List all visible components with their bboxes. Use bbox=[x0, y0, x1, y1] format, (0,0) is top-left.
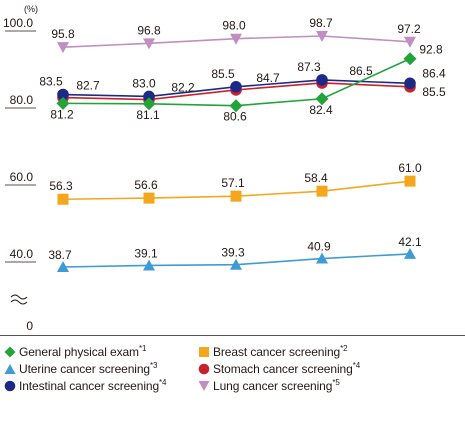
legend-item-intestinal-cancer-screening: Intestinal cancer screening*4 bbox=[4, 377, 167, 395]
diamond-marker-icon bbox=[4, 346, 16, 358]
data-point-diamond bbox=[142, 97, 156, 111]
legend-label: Intestinal cancer screening*4 bbox=[19, 378, 167, 394]
legend-label: Stomach cancer screening*4 bbox=[213, 361, 361, 377]
legend-item-stomach-cancer-screening: Stomach cancer screening*4 bbox=[198, 360, 360, 378]
series-layer bbox=[56, 31, 417, 273]
data-label: 82.4 bbox=[309, 103, 333, 117]
data-label: 56.6 bbox=[134, 178, 158, 192]
legend-label: General physical exam*1 bbox=[19, 344, 147, 360]
legend-item-uterine-cancer-screening: Uterine cancer screening*3 bbox=[4, 360, 157, 378]
data-label: 81.1 bbox=[136, 108, 160, 122]
data-point-circle bbox=[230, 81, 242, 93]
data-point-circle bbox=[143, 90, 155, 103]
data-label: 83.5 bbox=[39, 75, 63, 89]
data-point-triangle-down bbox=[230, 33, 242, 45]
data-labels: 56.3 56.6 57.1 58.4 61.0 38.7 39.1 39.3 40.9 42.1… bbox=[39, 16, 446, 262]
data-point-triangle-up bbox=[404, 247, 416, 259]
data-label: 87.3 bbox=[297, 60, 321, 74]
triangle-down-marker-icon bbox=[198, 381, 210, 391]
data-point-square bbox=[143, 192, 155, 204]
circle-marker-icon bbox=[198, 363, 210, 375]
data-label: 82.7 bbox=[76, 79, 100, 93]
data-labels-stomach-cancer-screening: 82.7 82.2 84.7 86.5 85.5 bbox=[76, 64, 446, 99]
data-point-square bbox=[57, 193, 69, 205]
data-label: 96.8 bbox=[137, 23, 161, 37]
y-unit-label: (%) bbox=[24, 4, 38, 14]
data-label: 97.2 bbox=[397, 22, 421, 36]
data-point-circle bbox=[404, 77, 416, 90]
data-label: 98.7 bbox=[309, 16, 333, 30]
chart-axes: 100.080.060.040.00(%)2019202020212022202… bbox=[0, 4, 465, 336]
legend-label: Lung cancer screening*5 bbox=[213, 378, 340, 394]
data-label: 39.3 bbox=[221, 246, 245, 260]
data-label: 85.5 bbox=[422, 85, 446, 99]
data-point-square bbox=[404, 175, 416, 187]
data-point-square bbox=[230, 190, 242, 202]
series-breast-cancer-screening bbox=[57, 175, 416, 205]
data-label: 40.9 bbox=[307, 240, 331, 254]
data-point-triangle-down bbox=[143, 38, 155, 50]
axis-break-icon bbox=[10, 294, 28, 305]
data-labels-uterine-cancer-screening: 38.7 39.1 39.3 40.9 42.1 bbox=[48, 235, 422, 262]
data-labels-intestinal-cancer-screening: 83.5 83.0 85.5 87.3 86.4 bbox=[39, 60, 446, 91]
data-label: 39.1 bbox=[134, 246, 158, 260]
data-label: 56.3 bbox=[49, 179, 73, 193]
y-tick-label: 40.0 bbox=[10, 247, 34, 261]
data-label: 98.0 bbox=[222, 19, 246, 33]
data-label: 38.7 bbox=[48, 248, 72, 262]
data-point-triangle-down bbox=[316, 31, 328, 43]
triangle-up-marker-icon bbox=[4, 364, 16, 374]
square-marker-icon bbox=[199, 347, 209, 357]
data-point-circle bbox=[316, 74, 328, 86]
y-tick-label: 0 bbox=[26, 319, 33, 333]
series-lung-cancer-screening bbox=[57, 31, 416, 54]
legend-label: Breast cancer screening*2 bbox=[213, 344, 348, 360]
data-point-triangle-up bbox=[57, 261, 69, 273]
data-label: 80.6 bbox=[223, 110, 247, 124]
legend-item-lung-cancer-screening: Lung cancer screening*5 bbox=[198, 377, 340, 395]
data-point-diamond bbox=[403, 52, 417, 66]
data-point-diamond bbox=[229, 99, 243, 113]
data-label: 81.2 bbox=[50, 107, 74, 121]
y-tick-label: 60.0 bbox=[10, 170, 34, 184]
data-point-triangle-up bbox=[230, 258, 242, 270]
data-labels-breast-cancer-screening: 56.3 56.6 57.1 58.4 61.0 bbox=[49, 161, 422, 193]
data-label: 83.0 bbox=[132, 76, 156, 90]
data-label: 61.0 bbox=[398, 161, 422, 175]
data-point-square bbox=[316, 185, 328, 197]
data-label: 86.4 bbox=[422, 66, 446, 80]
axis-break-line bbox=[10, 294, 28, 300]
data-point-diamond bbox=[315, 92, 329, 106]
data-labels-lung-cancer-screening: 95.8 96.8 98.0 98.7 97.2 bbox=[51, 16, 421, 41]
data-label: 86.5 bbox=[349, 64, 373, 78]
circle-marker-icon bbox=[4, 380, 16, 392]
data-point-triangle-up bbox=[143, 259, 155, 271]
data-label: 57.1 bbox=[221, 176, 245, 190]
data-label: 92.8 bbox=[419, 43, 443, 57]
data-point-circle bbox=[57, 88, 69, 101]
data-label: 82.2 bbox=[171, 81, 195, 95]
legend-label: Uterine cancer screening*3 bbox=[19, 361, 158, 377]
series-intestinal-cancer-screening bbox=[57, 74, 416, 103]
data-point-triangle-down bbox=[57, 42, 69, 54]
data-label: 42.1 bbox=[398, 235, 422, 249]
data-point-triangle-down bbox=[404, 36, 416, 48]
data-label: 85.5 bbox=[211, 67, 235, 81]
series-uterine-cancer-screening bbox=[57, 247, 416, 273]
y-tick-label: 80.0 bbox=[10, 93, 34, 107]
axis-break-line bbox=[10, 299, 28, 305]
legend-item-general-physical-exam: General physical exam*1 bbox=[4, 343, 146, 361]
data-label: 95.8 bbox=[51, 27, 75, 41]
data-label: 84.7 bbox=[256, 71, 280, 85]
series-general-physical-exam bbox=[56, 52, 417, 113]
data-point-diamond bbox=[56, 96, 70, 110]
data-point-triangle-up bbox=[316, 252, 328, 264]
line-chart: 100.080.060.040.00(%)2019202020212022202… bbox=[0, 4, 465, 336]
data-label: 58.4 bbox=[304, 171, 328, 185]
legend-item-breast-cancer-screening: Breast cancer screening*2 bbox=[198, 343, 348, 361]
chart-legend: General physical exam*1 Breast cancer sc… bbox=[0, 336, 465, 442]
y-tick-label: 100.0 bbox=[3, 16, 33, 30]
data-labels-general-physical-exam: 81.2 81.1 80.6 82.4 92.8 bbox=[50, 43, 443, 124]
